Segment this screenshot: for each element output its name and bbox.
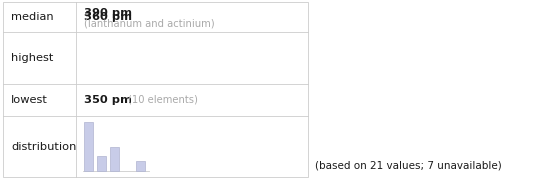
Text: highest: highest bbox=[11, 53, 54, 63]
Bar bbox=[3, 2, 308, 177]
Text: (based on 21 values; 7 unavailable): (based on 21 values; 7 unavailable) bbox=[315, 160, 502, 170]
Bar bbox=[136, 161, 145, 171]
Text: 350 pm: 350 pm bbox=[84, 95, 132, 105]
Text: 360 pm: 360 pm bbox=[84, 12, 132, 22]
Bar bbox=[110, 147, 119, 171]
Text: distribution: distribution bbox=[11, 141, 76, 152]
Text: median: median bbox=[11, 12, 54, 22]
Text: lowest: lowest bbox=[11, 95, 48, 105]
Bar bbox=[97, 156, 106, 171]
Text: 390 pm: 390 pm bbox=[84, 8, 132, 18]
Text: (10 elements): (10 elements) bbox=[128, 95, 198, 105]
Text: (lanthanum and actinium): (lanthanum and actinium) bbox=[84, 18, 215, 28]
Bar bbox=[84, 122, 93, 171]
